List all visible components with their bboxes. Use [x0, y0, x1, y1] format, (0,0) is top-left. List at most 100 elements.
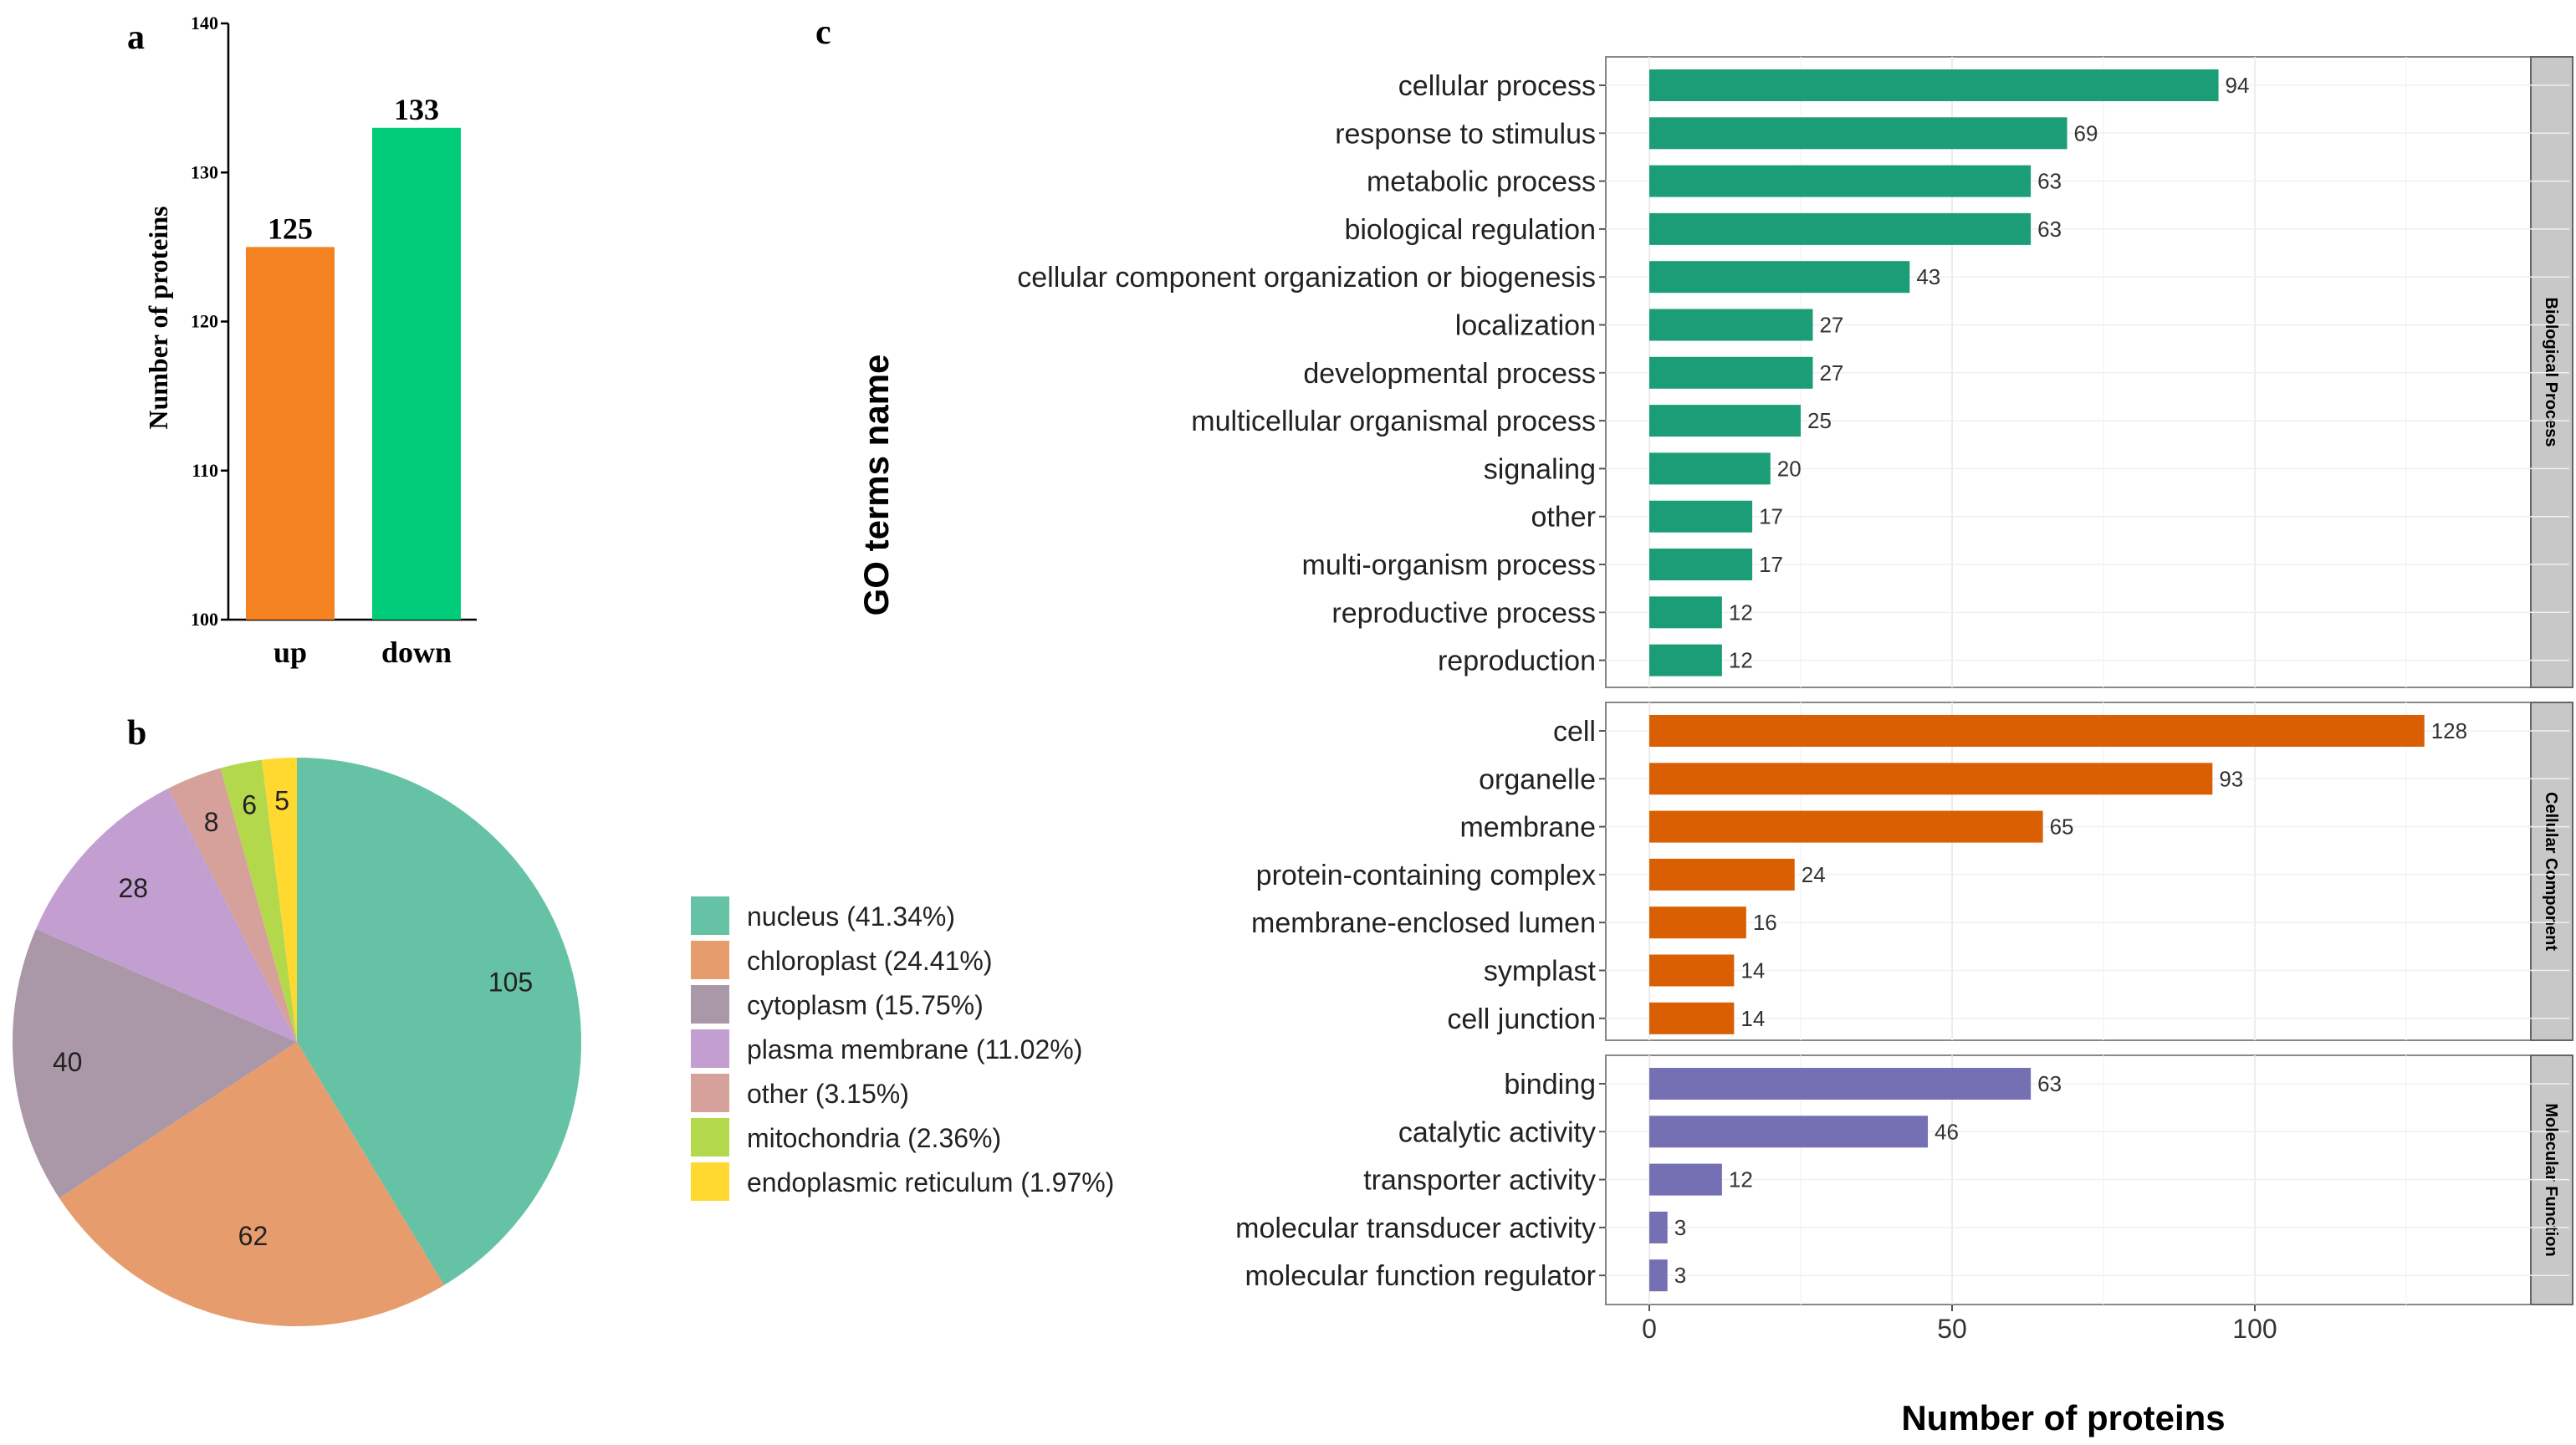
panel-label-a: a	[127, 18, 145, 57]
go-bar-value: 43	[1916, 264, 1940, 289]
go-term-label: binding	[1504, 1069, 1596, 1100]
go-term-label: reproductive process	[1331, 597, 1596, 629]
go-bar	[1649, 1211, 1668, 1243]
chart-a-bar-down	[372, 127, 461, 620]
go-bar-value: 65	[2050, 814, 2074, 840]
pie-value-label: 6	[242, 790, 257, 820]
legend-label: plasma membrane (11.02%)	[747, 1034, 1082, 1065]
go-term-label: catalytic activity	[1398, 1116, 1596, 1148]
go-bar-value: 25	[1807, 408, 1832, 433]
facet-strip-label: Biological Process	[2542, 298, 2560, 447]
pie-slice-mitochondria	[220, 759, 297, 1042]
chart-a-category-label: up	[273, 636, 307, 669]
go-bar	[1649, 1163, 1722, 1196]
go-bar-value: 12	[1729, 1167, 1753, 1192]
go-term-label: membrane-enclosed lumen	[1251, 907, 1596, 939]
go-term-label: symplast	[1484, 956, 1597, 988]
go-bar-value: 63	[2037, 1071, 2062, 1096]
chart-a-ytick-label: 130	[191, 161, 218, 182]
go-term-label: multi-organism process	[1302, 549, 1596, 581]
go-terms-bar-chart: GO terms name Number of proteins Biologi…	[856, 56, 2573, 1437]
go-term-label: reproduction	[1438, 646, 1596, 677]
go-term-label: developmental process	[1303, 358, 1596, 390]
pie-slice-nucleus	[297, 758, 582, 1285]
legend-swatch	[691, 1162, 729, 1201]
legend-swatch	[691, 1118, 729, 1157]
pie-slice-plasma-membrane	[35, 788, 298, 1042]
go-bar	[1649, 549, 1753, 580]
facet-strip	[2530, 56, 2573, 688]
go-term-label: protein-containing complex	[1256, 860, 1596, 891]
go-bar	[1649, 858, 1795, 891]
panel-label-b: b	[127, 714, 146, 753]
legend-label: nucleus (41.34%)	[747, 901, 955, 932]
pie-value-label: 5	[274, 786, 289, 816]
legend-label: endoplasmic reticulum (1.97%)	[747, 1167, 1114, 1197]
go-bar-value: 17	[1759, 552, 1783, 577]
chart-a-ytick-label: 110	[192, 460, 218, 481]
pie-slice-endoplasmic-reticulum	[262, 758, 297, 1042]
go-term-label: localization	[1455, 310, 1596, 342]
go-term-label: molecular transducer activity	[1235, 1213, 1596, 1244]
facet-biological-process: Biological Process 94 cellular process 69 re…	[1017, 56, 2573, 688]
go-bar	[1649, 117, 2067, 150]
go-term-label: biological regulation	[1344, 214, 1596, 246]
go-bar	[1649, 309, 1813, 341]
legend-label: mitochondria (2.36%)	[747, 1123, 1001, 1153]
go-bar-value: 94	[2226, 73, 2250, 98]
go-bar	[1649, 261, 1910, 294]
subcellular-pie-chart: 105 62 40 28 86 5 nucleus (41.34%) chloroplast…	[13, 758, 1114, 1327]
go-bar-value: 63	[2037, 217, 2062, 242]
go-bar	[1649, 763, 2213, 795]
go-bar-value: 12	[1729, 600, 1753, 625]
go-bar	[1649, 1259, 1668, 1292]
go-term-label: response to stimulus	[1335, 118, 1596, 150]
go-bar	[1649, 596, 1722, 629]
pie-slice-other	[168, 768, 297, 1042]
go-bar-value: 27	[1819, 360, 1843, 386]
legend-label: other (3.15%)	[747, 1079, 909, 1109]
go-term-label: transporter activity	[1363, 1165, 1596, 1197]
go-bar-value: 16	[1753, 910, 1777, 935]
go-bar	[1649, 212, 2032, 245]
xtick-label: 100	[2232, 1314, 2277, 1344]
chart-a-value-label: 125	[268, 212, 313, 245]
chart-a-bar-up	[246, 247, 335, 620]
go-bar	[1649, 1116, 1929, 1148]
go-bar-value: 24	[1802, 862, 1826, 887]
go-term-label: organelle	[1479, 763, 1596, 795]
go-bar	[1649, 165, 2032, 197]
legend-swatch	[691, 1074, 729, 1112]
go-term-label: cell	[1553, 716, 1596, 748]
chart-a-value-label: 133	[394, 93, 439, 126]
go-bar-value: 27	[1819, 313, 1843, 338]
facet-cellular-component: Cellular Component 128 cell 93 organelle 65 me…	[1251, 702, 2573, 1041]
pie-value-label: 8	[204, 807, 219, 837]
chart-a-ytick-label: 100	[191, 609, 218, 630]
go-bar	[1649, 1068, 2032, 1100]
go-bar-value: 69	[2074, 120, 2098, 146]
go-bar	[1649, 1002, 1735, 1034]
go-term-label: membrane	[1459, 812, 1596, 844]
go-term-label: signaling	[1484, 453, 1596, 485]
up-down-bar-chart: Number of proteins 100 110 120 130 140 125 up…	[143, 13, 477, 669]
go-bar	[1649, 452, 1771, 485]
go-bar-value: 14	[1740, 958, 1765, 983]
legend-swatch	[691, 1029, 729, 1068]
go-bar-value: 46	[1935, 1119, 1959, 1144]
go-bar	[1649, 356, 1813, 389]
go-bar	[1649, 405, 1801, 437]
pie-value-label: 62	[238, 1221, 268, 1251]
pie-value-label: 28	[118, 873, 148, 903]
go-term-label: molecular function regulator	[1245, 1260, 1596, 1292]
legend-label: chloroplast (24.41%)	[747, 946, 992, 976]
xtick-label: 0	[1642, 1314, 1657, 1344]
go-term-label: other	[1531, 502, 1597, 534]
go-term-label: cellular process	[1398, 70, 1596, 102]
chart-a-ytick-label: 140	[191, 13, 218, 33]
legend-swatch	[691, 985, 729, 1024]
pie-value-label: 40	[53, 1047, 83, 1077]
facet-strip	[2530, 702, 2573, 1041]
go-bar-value: 3	[1674, 1215, 1686, 1240]
go-bar	[1649, 906, 1746, 939]
